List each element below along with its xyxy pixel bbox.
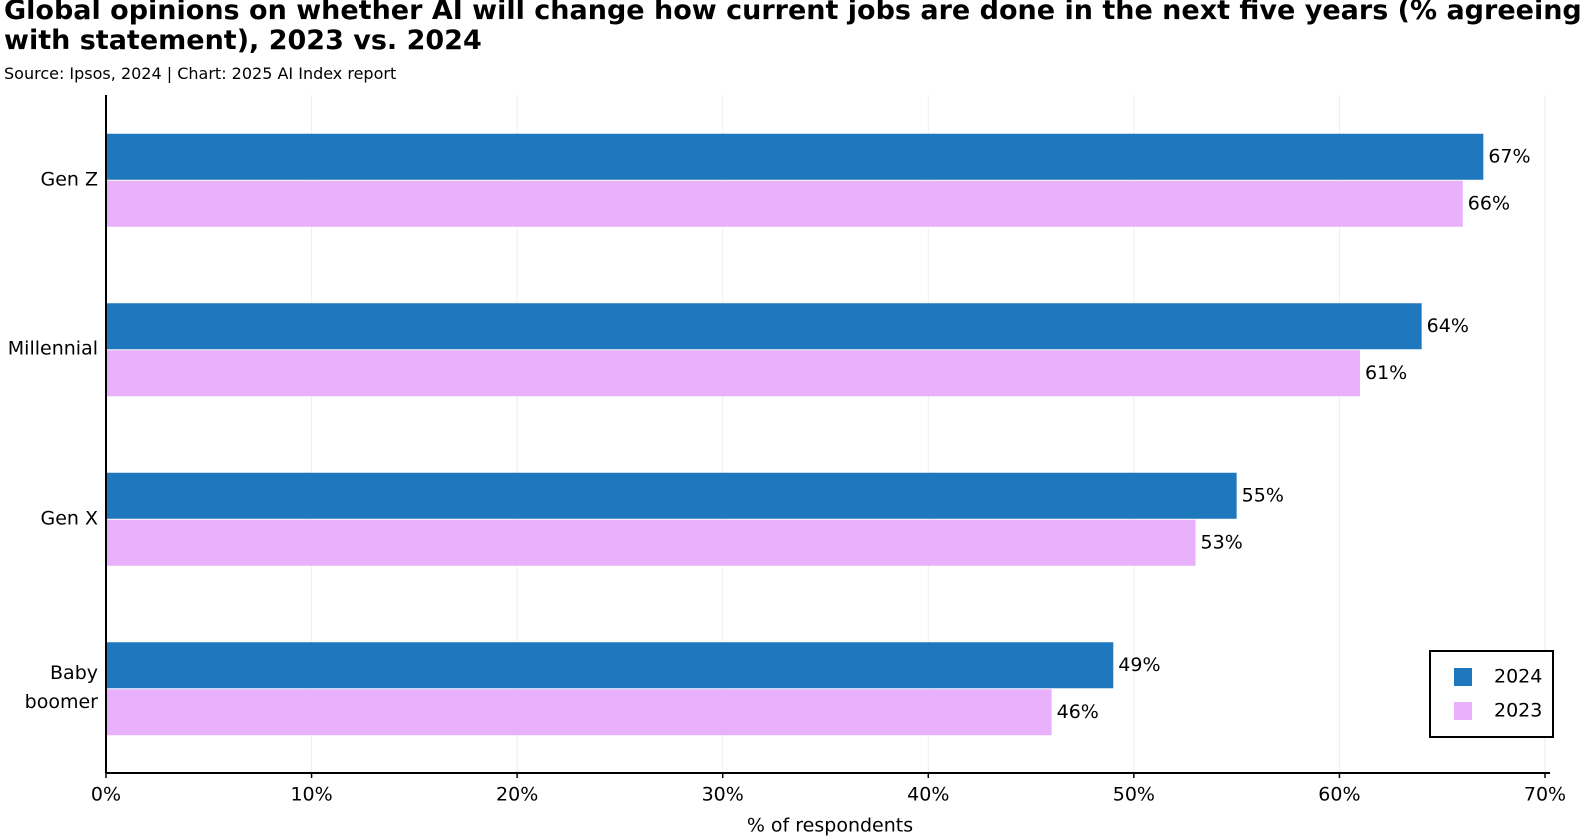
value-label: 67%: [1488, 145, 1530, 167]
chart-subtitle: Source: Ipsos, 2024 | Chart: 2025 AI Ind…: [4, 64, 397, 83]
bar: [106, 519, 1196, 566]
bar: [106, 133, 1484, 180]
x-axis-label: % of respondents: [747, 815, 913, 837]
x-tick-label: 30%: [702, 784, 744, 806]
x-tick-label: 50%: [1113, 784, 1155, 806]
value-label: 66%: [1468, 192, 1510, 214]
value-label: 61%: [1365, 362, 1407, 384]
bar: [106, 472, 1237, 519]
y-tick-label: Gen Z: [40, 168, 98, 191]
x-tick-label: 60%: [1318, 784, 1360, 806]
legend: 2024 2023: [1429, 650, 1554, 738]
legend-swatch: [1454, 702, 1472, 720]
y-tick-label: Gen X: [40, 507, 98, 530]
value-label: 55%: [1242, 484, 1284, 506]
value-label: 49%: [1118, 654, 1160, 676]
bar: [106, 350, 1360, 397]
value-label: 53%: [1201, 531, 1243, 553]
bar: [106, 689, 1052, 736]
y-tick-label: Baby boomer: [24, 662, 98, 714]
x-tick-label: 40%: [907, 784, 949, 806]
legend-swatch: [1454, 668, 1472, 686]
legend-box: [1429, 650, 1554, 738]
chart-title: Global opinions on whether AI will chang…: [4, 0, 1582, 56]
x-tick-label: 0%: [91, 784, 121, 806]
x-tick-label: 10%: [290, 784, 332, 806]
y-tick-label: Millennial: [7, 337, 98, 360]
x-tick-label: 20%: [496, 784, 538, 806]
value-label: 64%: [1427, 315, 1469, 337]
x-tick-label: 70%: [1524, 784, 1566, 806]
bar: [106, 642, 1114, 689]
bar: [106, 303, 1422, 350]
value-label: 46%: [1057, 701, 1099, 723]
legend-label: 2023: [1494, 700, 1542, 722]
legend-label: 2024: [1494, 666, 1542, 688]
bar: [106, 180, 1463, 227]
